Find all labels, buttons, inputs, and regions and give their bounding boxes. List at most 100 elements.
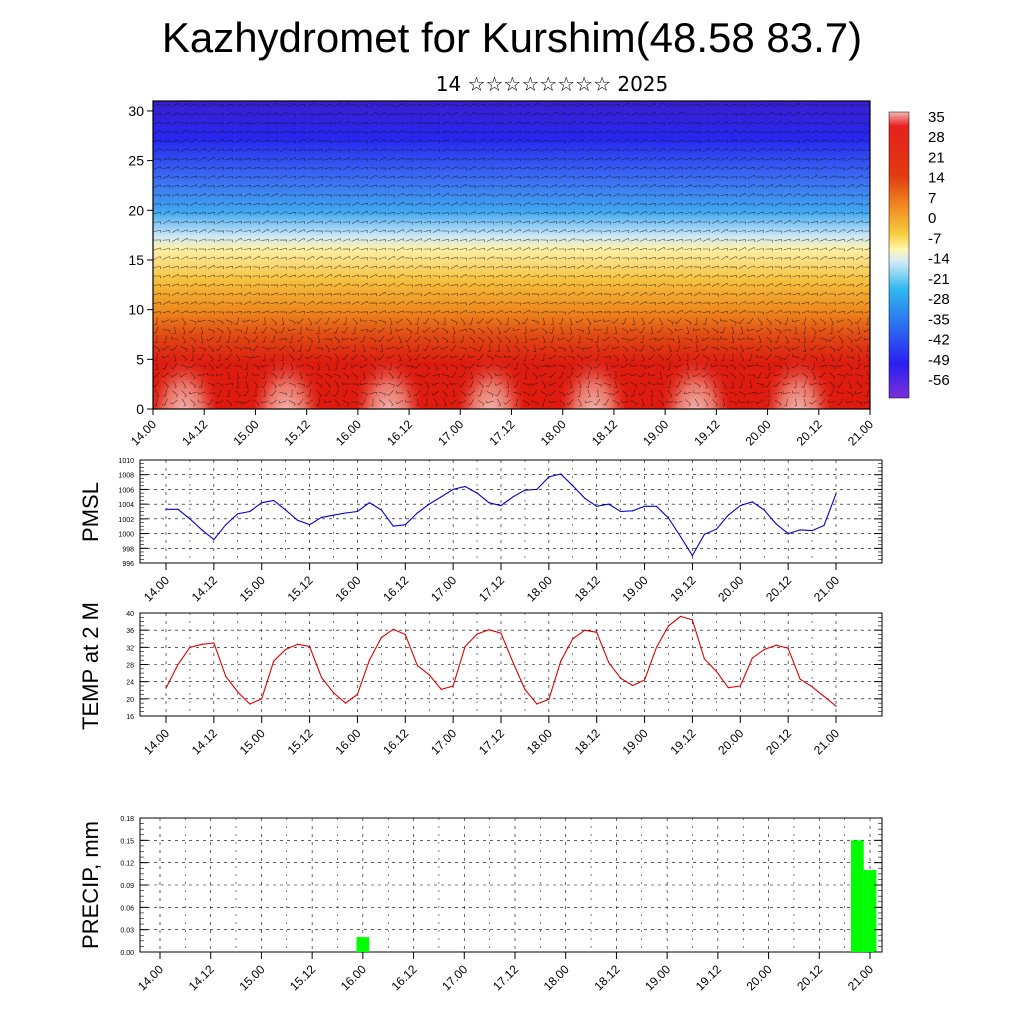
wind-barb [225, 175, 234, 179]
wind-barb [558, 193, 567, 197]
wind-barb [785, 335, 790, 344]
wind-barb [594, 130, 603, 134]
wind-barb [837, 238, 846, 242]
wind-barb [270, 302, 279, 305]
wind-barb [639, 203, 647, 207]
colorbar-label: -42 [928, 332, 950, 349]
data-point [285, 648, 287, 651]
data-point [739, 685, 741, 687]
wind-barb [506, 344, 511, 353]
wind-barb [162, 256, 171, 260]
wind-barb [324, 130, 333, 134]
wind-barb [801, 176, 809, 180]
wind-barb [837, 184, 846, 188]
wind-barb [801, 380, 807, 388]
wind-barb [810, 220, 819, 224]
wind-barb [603, 112, 612, 116]
wind-barb [243, 166, 252, 170]
wind-barb [531, 202, 540, 206]
data-point [620, 510, 622, 513]
wind-barb [711, 347, 719, 352]
wind-barb [774, 120, 783, 126]
wind-barb [486, 221, 494, 225]
wind-barb [270, 256, 279, 260]
wind-barb [477, 274, 486, 278]
wind-barb [666, 220, 675, 224]
wind-barb [289, 389, 293, 397]
wind-barb [459, 328, 468, 332]
wind-barb [549, 221, 558, 225]
wind-barb [407, 344, 411, 353]
heatmap-y-tick-label: 30 [128, 103, 144, 119]
wind-barb [603, 266, 611, 270]
wind-barb [819, 185, 827, 189]
wind-barb [702, 193, 711, 197]
wind-barb [252, 326, 258, 334]
wind-barb [378, 112, 387, 116]
wind-barb [756, 371, 762, 379]
wind-barb [847, 363, 853, 371]
wind-barb [161, 345, 169, 351]
wind-barb [774, 202, 783, 206]
wind-barb [225, 220, 234, 224]
wind-barb [404, 335, 412, 343]
wind-barb [533, 344, 537, 353]
wind-barb [558, 292, 567, 296]
wind-barb [675, 292, 684, 296]
wind-barb [198, 248, 206, 252]
wind-barb [531, 193, 540, 197]
wind-barb [594, 185, 602, 189]
wind-barb [270, 184, 279, 188]
wind-barb [405, 265, 414, 269]
wind-barb [207, 102, 216, 107]
wind-barb [189, 212, 198, 215]
x-tick-label: 15.00 [236, 962, 267, 993]
wind-barb [783, 203, 791, 207]
wind-barb [702, 185, 710, 189]
wind-barb [701, 337, 710, 341]
wind-barb [837, 147, 846, 153]
wind-barb [603, 275, 611, 279]
wind-barb [828, 148, 837, 152]
wind-barb [234, 256, 243, 260]
wind-barb [360, 104, 368, 108]
wind-barb [683, 346, 692, 350]
wind-barb [702, 130, 711, 134]
wind-barb [675, 175, 684, 179]
wind-barb [757, 318, 763, 326]
wind-barb [783, 283, 792, 287]
wind-barb [828, 212, 836, 216]
data-point [620, 677, 622, 679]
wind-barb [783, 292, 792, 296]
wind-barb [234, 167, 242, 171]
wind-barb [793, 326, 797, 335]
wind-barb [189, 193, 198, 197]
wind-barb [774, 248, 783, 251]
wind-barb [216, 319, 224, 325]
wind-barb [558, 301, 567, 305]
wind-barb [342, 389, 348, 397]
wind-barb [810, 257, 818, 261]
wind-barb [531, 353, 537, 361]
wind-barb [684, 230, 693, 233]
wind-barb [324, 238, 333, 242]
wind-barbs [153, 102, 870, 407]
wind-barb [828, 365, 836, 370]
wind-barb [864, 185, 870, 187]
wind-barb [279, 338, 287, 342]
wind-barb [423, 203, 431, 207]
wind-barb [225, 202, 234, 206]
wind-barb [378, 283, 387, 287]
wind-barb [225, 121, 234, 125]
wind-barb [279, 202, 288, 206]
wind-barb [711, 274, 720, 278]
wind-barb [531, 220, 540, 224]
wind-barb [243, 229, 252, 233]
wind-barb [702, 121, 711, 125]
wind-barb [334, 353, 340, 362]
temp-series [165, 615, 837, 707]
wind-barb [477, 202, 486, 206]
wind-barb [801, 130, 810, 134]
wind-barb [558, 248, 566, 252]
